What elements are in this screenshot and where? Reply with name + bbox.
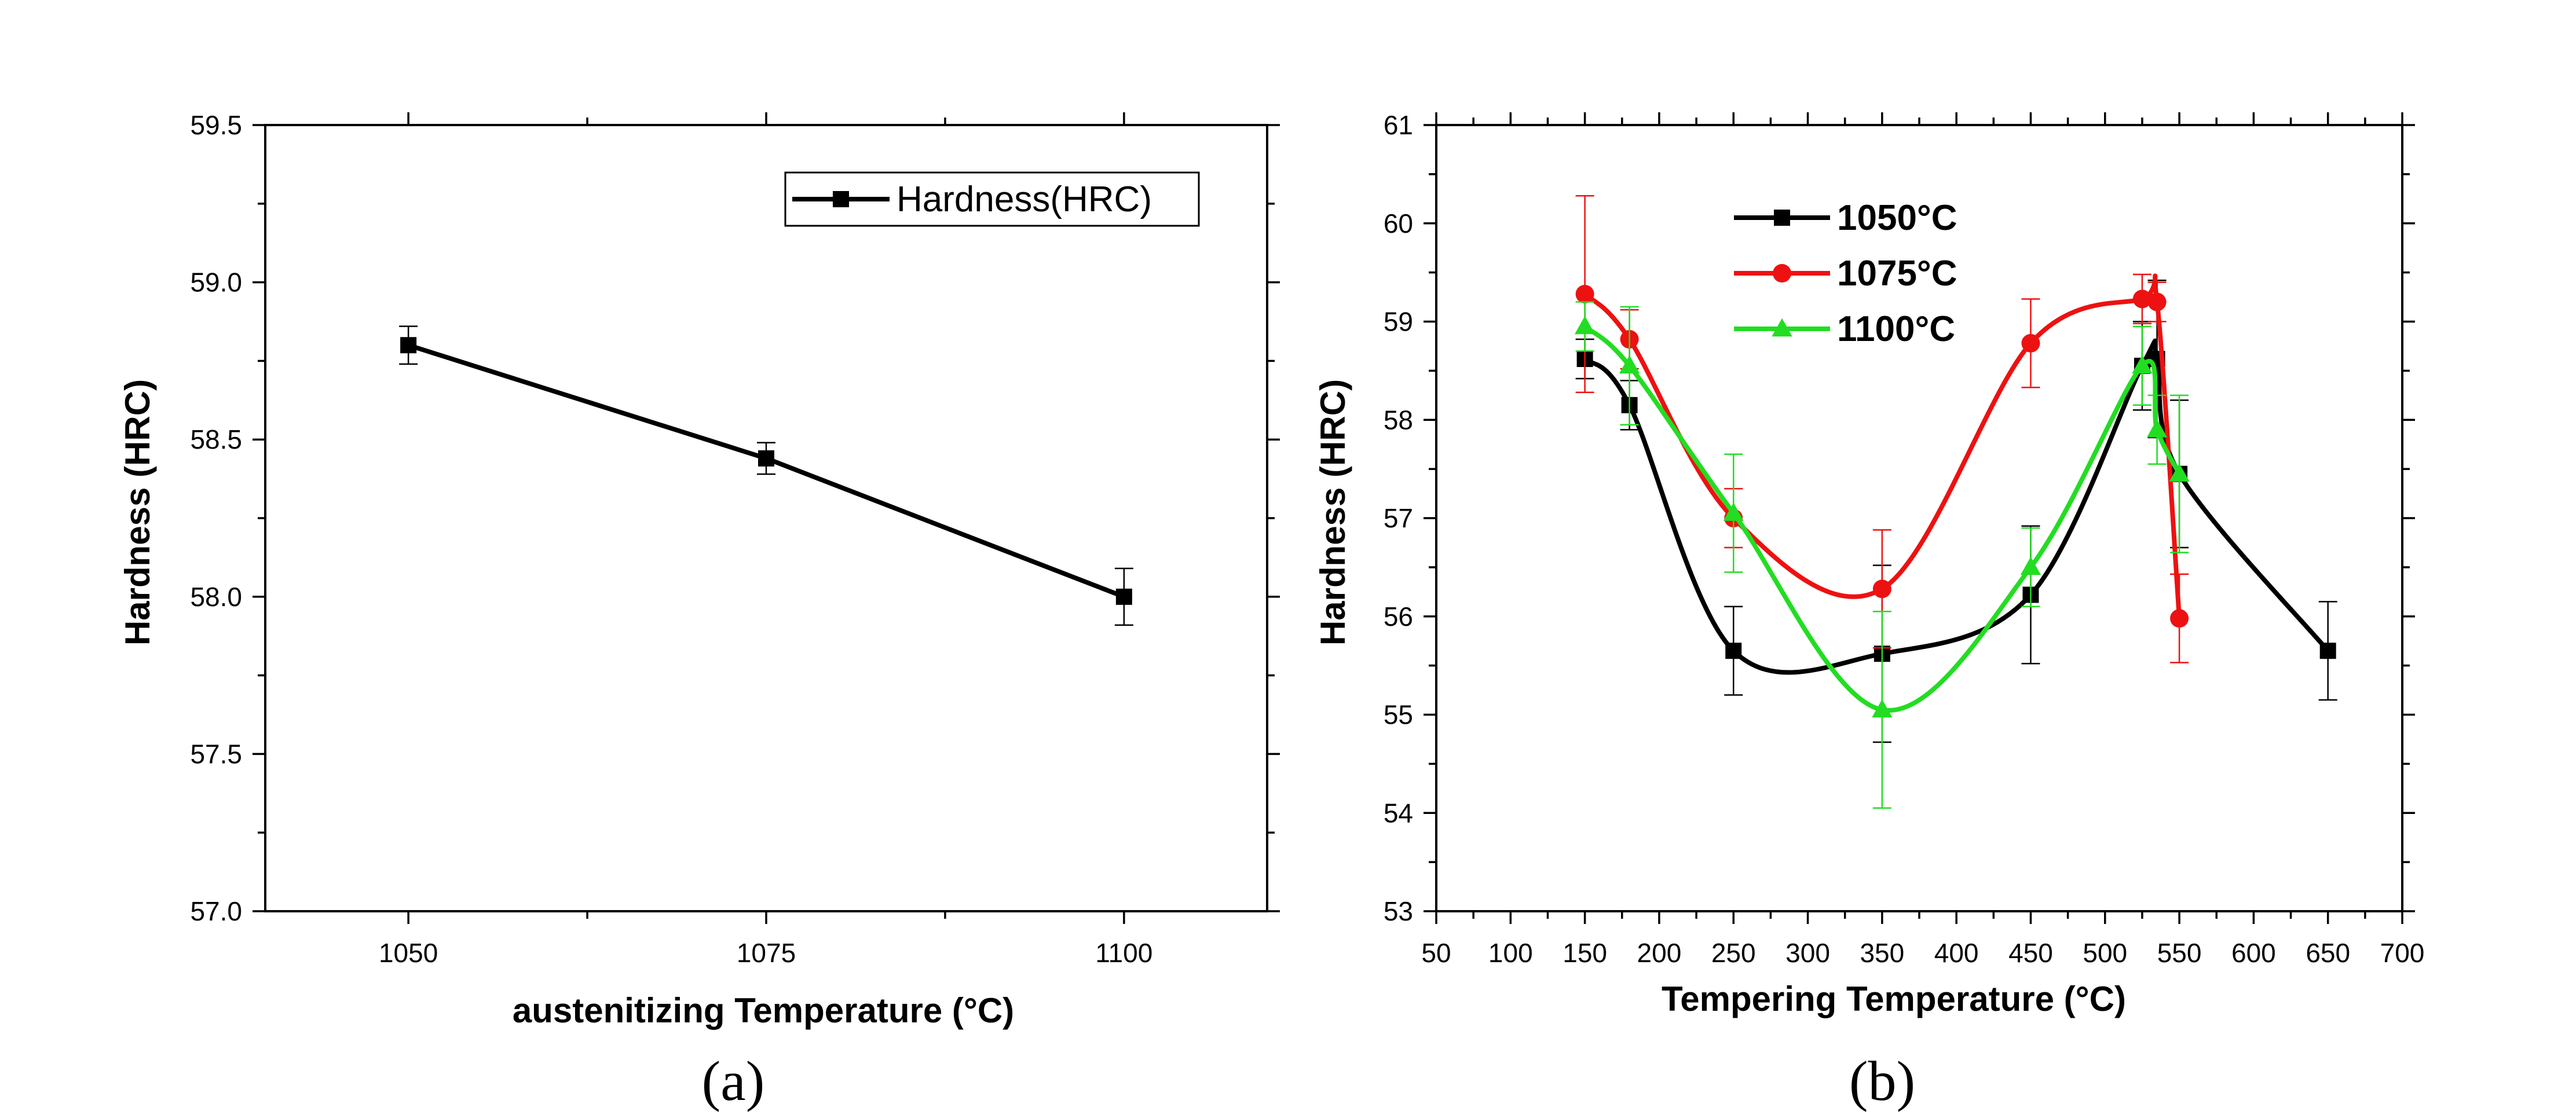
x-tick-label: 550 — [2157, 938, 2202, 968]
x-tick-label: 650 — [2306, 938, 2350, 968]
y-tick-label: 54 — [1384, 798, 1413, 828]
series-2 — [1574, 301, 2190, 809]
y-tick-label: 53 — [1384, 896, 1413, 926]
y-tick-label: 60 — [1384, 208, 1413, 239]
y-tick-label: 59.0 — [190, 267, 242, 298]
legend-label: 1050°C — [1837, 198, 1957, 238]
chart-panel-b: 50 100 150 200 250 300 350 400 450 500 550 600 650 70… — [1313, 110, 2424, 1113]
legend-label: Hardness(HRC) — [897, 179, 1152, 219]
legend-marker — [1772, 318, 1792, 337]
x-tick-label: 450 — [2008, 938, 2053, 968]
y-tick-label: 58 — [1384, 405, 1413, 435]
legend-marker — [1773, 264, 1791, 283]
x-tick-label: 400 — [1934, 938, 1979, 968]
x-tick-label: 1075 — [737, 938, 796, 968]
data-point — [1872, 579, 1891, 599]
legend-label: 1075°C — [1837, 254, 1957, 294]
data-point — [2170, 609, 2189, 628]
x-tick-label: 150 — [1563, 938, 1607, 968]
chart-a-plot-area: 1050 1075 1100 57.0 57.5 58.0 58.5 59.0 59.5 Hard… — [190, 110, 1280, 968]
data-point — [1872, 699, 1893, 718]
data-point — [1574, 316, 1596, 335]
data-point — [2132, 355, 2153, 374]
chart-a-x-axis-label: austenitizing Temperature (°C) — [513, 991, 1014, 1030]
x-tick-label: 300 — [1785, 938, 1830, 968]
y-tick-label: 58.5 — [190, 424, 242, 454]
y-tick-label: 59.5 — [190, 110, 242, 140]
plot-frame — [1435, 124, 2403, 912]
data-point — [2132, 289, 2151, 309]
x-tick-label: 600 — [2231, 938, 2276, 968]
chart-b-plot-area: 50 100 150 200 250 300 350 400 450 500 550 600 650 70… — [1384, 110, 2425, 968]
x-tick-label: 100 — [1488, 938, 1533, 968]
data-point — [400, 337, 417, 354]
data-point — [2021, 333, 2040, 353]
y-tick-label: 61 — [1384, 110, 1413, 140]
x-tick-label: 350 — [1860, 938, 1904, 968]
series-0 — [399, 325, 1133, 626]
data-point — [2147, 292, 2167, 311]
data-point — [1575, 284, 1594, 303]
series-0 — [1575, 279, 2337, 743]
legend-box — [784, 171, 1200, 227]
series-line — [1583, 324, 2182, 713]
legend: 1050°C 1075°C 1100°C — [1734, 198, 1957, 349]
y-tick-label: 58.0 — [190, 582, 242, 612]
data-point — [2169, 463, 2190, 482]
chart-a-caption: (a) — [702, 1050, 765, 1113]
legend-marker — [833, 191, 849, 207]
data-point — [2146, 419, 2168, 438]
legend-label: 1100°C — [1837, 309, 1955, 349]
legend-item: 1100°C — [1734, 309, 1955, 349]
chart-a-y-axis-label: Hardness (HRC) — [118, 379, 157, 645]
data-point — [2020, 556, 2041, 575]
x-tick-label: 50 — [1421, 938, 1451, 968]
x-tick-label: 250 — [1711, 938, 1756, 968]
x-tick-label: 700 — [2380, 938, 2425, 968]
data-point — [1723, 503, 1744, 521]
y-tick-label: 57 — [1384, 503, 1413, 533]
legend-item: 1075°C — [1734, 254, 1957, 294]
chart-b-caption: (b) — [1849, 1050, 1915, 1113]
legend-item: Hardness(HRC) — [792, 179, 1152, 219]
x-tick-label: 1050 — [379, 938, 438, 968]
y-tick-label: 57.5 — [190, 739, 242, 769]
chart-panel-a: 1050 1075 1100 57.0 57.5 58.0 58.5 59.0 59.5 Hard… — [118, 110, 1280, 1113]
y-tick-label: 56 — [1384, 601, 1413, 632]
data-point — [2319, 643, 2336, 659]
x-tick-label: 1100 — [1095, 938, 1152, 968]
data-point — [1115, 588, 1132, 605]
chart-b-x-axis-label: Tempering Temperature (°C) — [1662, 980, 2126, 1018]
x-tick-label: 500 — [2083, 938, 2127, 968]
series-line — [1583, 338, 2330, 675]
legend-marker — [1774, 210, 1790, 226]
plot-frame — [264, 124, 1268, 912]
chart-b-y-axis-label: Hardness (HRC) — [1313, 379, 1352, 645]
data-point — [1725, 643, 1742, 659]
y-tick-label: 55 — [1384, 700, 1413, 730]
data-point — [1619, 355, 1640, 374]
x-tick-label: 200 — [1637, 938, 1682, 968]
legend-item: 1050°C — [1734, 198, 1957, 238]
y-tick-label: 57.0 — [190, 896, 242, 926]
legend: Hardness(HRC) — [784, 171, 1200, 227]
data-point — [758, 450, 774, 467]
y-tick-label: 59 — [1384, 307, 1413, 337]
